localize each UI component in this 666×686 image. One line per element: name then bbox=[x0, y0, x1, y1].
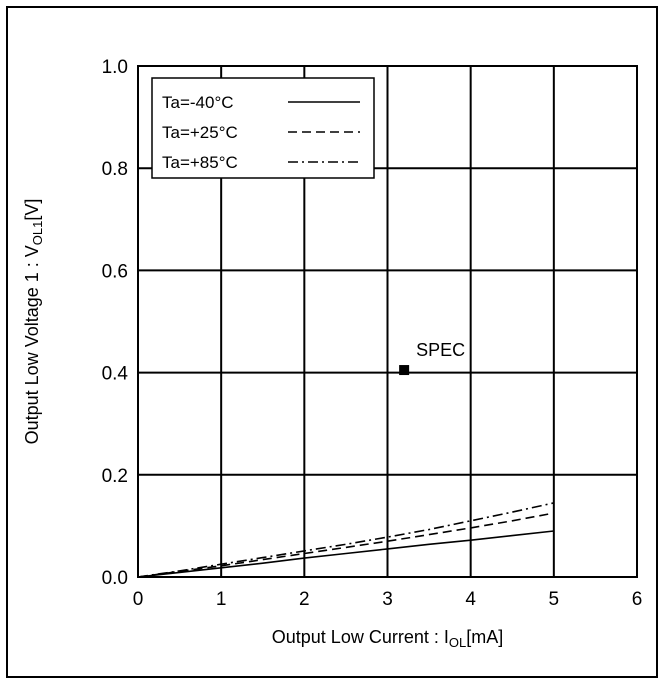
plot-area-border bbox=[137, 65, 638, 578]
spec-marker bbox=[399, 365, 410, 376]
legend-entry-label: Ta=-40°C bbox=[162, 93, 234, 112]
y-tick-label: 0.6 bbox=[102, 261, 128, 282]
spec-label: SPEC bbox=[416, 340, 465, 360]
y-tick-label: 0.2 bbox=[102, 466, 128, 487]
x-tick-label: 1 bbox=[216, 589, 227, 610]
x-axis-label-subscript: OL bbox=[449, 635, 466, 650]
x-tick-label: 2 bbox=[299, 589, 310, 610]
legend-entry-label: Ta=+85°C bbox=[162, 153, 238, 172]
series-line-2 bbox=[137, 512, 554, 578]
legend-entry-label: Ta=+25°C bbox=[162, 123, 238, 142]
legend: Ta=-40°C Ta=+25°C Ta=+85°C bbox=[151, 77, 375, 179]
y-axis-label: Output Low Voltage 1 : VOL1[V] bbox=[22, 199, 45, 445]
x-axis-label-main: Output Low Current : I bbox=[272, 627, 449, 647]
x-axis-label: Output Low Current : IOL[mA] bbox=[272, 627, 503, 650]
series-layer bbox=[137, 502, 554, 578]
series-line-1 bbox=[137, 530, 554, 578]
x-axis-label-unit: [mA] bbox=[466, 627, 503, 647]
x-tick-label: 4 bbox=[465, 589, 476, 610]
y-tick-label: 0.8 bbox=[102, 159, 128, 180]
x-tick-label: 0 bbox=[133, 589, 144, 610]
tick-labels: 0 1 2 3 4 5 6 0.0 0.2 0.4 0.6 0.8 1.0 bbox=[102, 57, 643, 610]
series-line-3 bbox=[137, 502, 554, 578]
x-tick-label: 6 bbox=[632, 589, 643, 610]
y-tick-label: 0.4 bbox=[102, 364, 129, 385]
y-tick-label: 0.0 bbox=[102, 568, 128, 589]
y-axis-label-subscript: OL1 bbox=[30, 221, 45, 246]
annotations: SPEC bbox=[399, 340, 465, 376]
y-axis-label-unit: [V] bbox=[22, 199, 42, 221]
x-tick-label: 5 bbox=[549, 589, 560, 610]
y-axis-label-main: Output Low Voltage 1 : V bbox=[22, 245, 42, 444]
x-tick-label: 3 bbox=[382, 589, 393, 610]
y-tick-label: 1.0 bbox=[102, 57, 128, 78]
